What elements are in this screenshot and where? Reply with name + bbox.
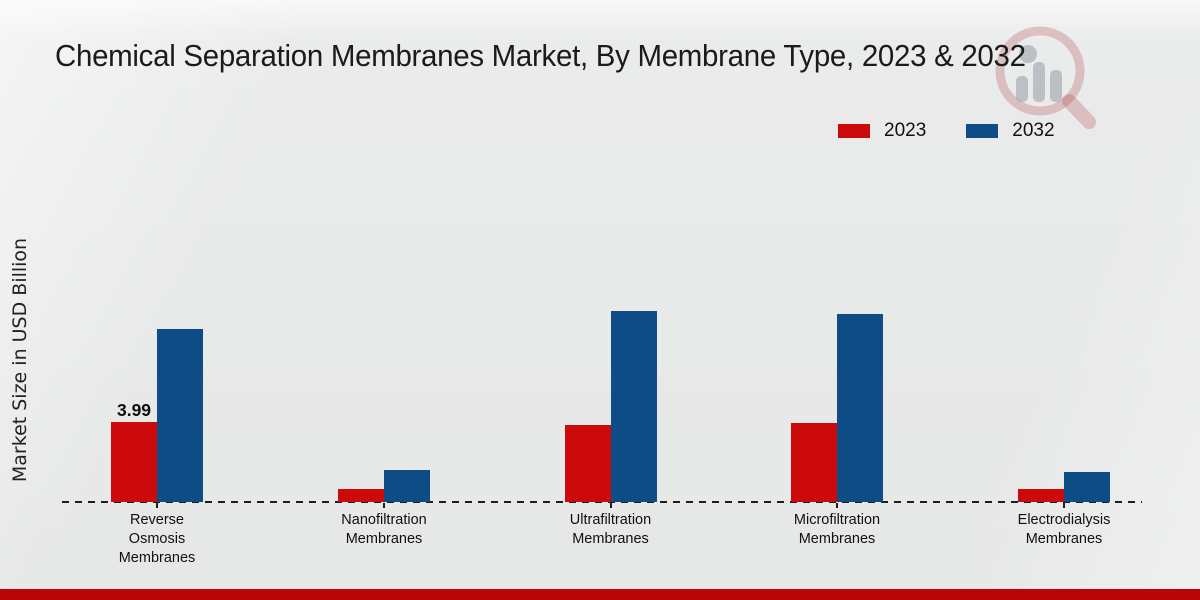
bar-2032-2 (384, 470, 430, 502)
bar-2023-2 (338, 489, 384, 502)
legend: 2023 2032 (838, 120, 1081, 142)
bar-2023-3 (564, 425, 611, 502)
footer-accent-strip (0, 589, 1200, 600)
axis-tick (1063, 503, 1065, 508)
bar-2032-4 (837, 314, 883, 502)
legend-item-2032: 2032 (966, 120, 1055, 142)
axis-tick (836, 503, 838, 508)
bar-value-label: 3.99 (116, 400, 152, 420)
category-label: Nanofiltration Membranes (341, 512, 427, 547)
bar-2023-4 (791, 423, 837, 502)
legend-label-2023: 2023 (884, 120, 927, 141)
bar-2023-1 (111, 422, 157, 502)
category-label: Ultrafiltration Membranes (569, 512, 652, 547)
legend-item-2023: 2023 (838, 120, 926, 142)
legend-label-2032: 2032 (1012, 120, 1055, 141)
bar-2032-3 (610, 311, 657, 502)
category-label: Microfiltration Membranes (793, 512, 881, 547)
category-label: Reverse Osmosis Membranes (118, 512, 196, 566)
category-label: Electrodialysis Membranes (1017, 512, 1111, 547)
chart-title: Chemical Separation Membranes Market, By… (55, 38, 1026, 73)
legend-swatch-2032-icon (966, 124, 999, 138)
x-axis-baseline (62, 501, 1142, 503)
bar-2032-5 (1064, 472, 1110, 502)
axis-tick (156, 503, 158, 508)
bar-2023-5 (1018, 489, 1064, 502)
bar-2032-1 (157, 329, 203, 502)
legend-swatch-2023-icon (838, 124, 870, 138)
magnifier-logo-watermark (995, 26, 1096, 129)
axis-tick (383, 503, 385, 508)
axis-tick (609, 503, 612, 508)
